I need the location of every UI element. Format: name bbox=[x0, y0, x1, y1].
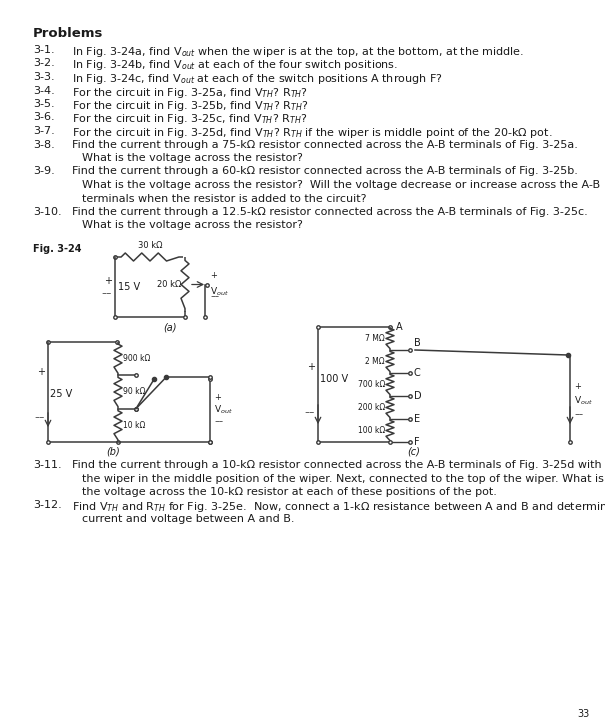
Text: V$_{out}$: V$_{out}$ bbox=[214, 403, 233, 416]
Text: −−: −− bbox=[210, 294, 219, 299]
Text: −−: −− bbox=[574, 411, 583, 416]
Text: What is the voltage across the resistor?  Will the voltage decrease or increase : What is the voltage across the resistor?… bbox=[82, 180, 600, 190]
Text: +: + bbox=[37, 367, 45, 377]
Text: 7 MΩ: 7 MΩ bbox=[365, 334, 385, 343]
Text: In Fig. 3-24c, find V$_{out}$ at each of the switch positions A through F?: In Fig. 3-24c, find V$_{out}$ at each of… bbox=[72, 72, 443, 86]
Text: 3-4.: 3-4. bbox=[33, 86, 54, 95]
Text: Find the current through a 12.5-kΩ resistor connected across the A-B terminals o: Find the current through a 12.5-kΩ resis… bbox=[72, 207, 587, 217]
Text: Fig. 3-24: Fig. 3-24 bbox=[33, 244, 82, 254]
Text: In Fig. 3-24b, find V$_{out}$ at each of the four switch positions.: In Fig. 3-24b, find V$_{out}$ at each of… bbox=[72, 58, 398, 73]
Text: A: A bbox=[396, 322, 402, 332]
Text: 700 kΩ: 700 kΩ bbox=[358, 380, 385, 389]
Text: −−: −− bbox=[102, 291, 112, 295]
Text: 15 V: 15 V bbox=[118, 282, 140, 292]
Text: E: E bbox=[414, 414, 420, 424]
Text: −−: −− bbox=[214, 419, 223, 424]
Text: the voltage across the 10-kΩ resistor at each of these positions of the pot.: the voltage across the 10-kΩ resistor at… bbox=[82, 487, 497, 497]
Text: Problems: Problems bbox=[33, 27, 103, 40]
Text: D: D bbox=[414, 391, 422, 401]
Text: (b): (b) bbox=[106, 447, 120, 457]
Text: 3-9.: 3-9. bbox=[33, 166, 54, 177]
Text: 25 V: 25 V bbox=[50, 389, 72, 399]
Text: 90 kΩ: 90 kΩ bbox=[123, 387, 145, 396]
Text: 3-8.: 3-8. bbox=[33, 140, 54, 150]
Text: What is the voltage across the resistor?: What is the voltage across the resistor? bbox=[82, 153, 303, 163]
Text: +: + bbox=[307, 362, 315, 372]
Text: 3-1.: 3-1. bbox=[33, 45, 54, 55]
Text: 33: 33 bbox=[578, 709, 590, 719]
Text: current and voltage between A and B.: current and voltage between A and B. bbox=[82, 514, 295, 524]
Text: For the circuit in Fig. 3-25b, find V$_{TH}$? R$_{TH}$?: For the circuit in Fig. 3-25b, find V$_{… bbox=[72, 99, 309, 113]
Text: 100 kΩ: 100 kΩ bbox=[358, 426, 385, 435]
Text: Find the current through a 75-kΩ resistor connected across the A-B terminals of : Find the current through a 75-kΩ resisto… bbox=[72, 140, 578, 150]
Text: 20 kΩ: 20 kΩ bbox=[157, 280, 181, 289]
Text: Find the current through a 60-kΩ resistor connected across the A-B terminals of : Find the current through a 60-kΩ resisto… bbox=[72, 166, 578, 177]
Text: For the circuit in Fig. 3-25c, find V$_{TH}$? R$_{TH}$?: For the circuit in Fig. 3-25c, find V$_{… bbox=[72, 113, 307, 126]
Text: 2 MΩ: 2 MΩ bbox=[365, 357, 385, 366]
Text: 30 kΩ: 30 kΩ bbox=[138, 241, 162, 250]
Text: −−: −− bbox=[304, 409, 315, 414]
Text: 200 kΩ: 200 kΩ bbox=[358, 403, 385, 412]
Text: 3-3.: 3-3. bbox=[33, 72, 54, 82]
Text: terminals when the resistor is added to the circuit?: terminals when the resistor is added to … bbox=[82, 193, 367, 204]
Text: What is the voltage across the resistor?: What is the voltage across the resistor? bbox=[82, 220, 303, 230]
Text: B: B bbox=[414, 338, 420, 348]
Text: −−: −− bbox=[34, 414, 45, 419]
Text: In Fig. 3-24a, find V$_{out}$ when the wiper is at the top, at the bottom, at th: In Fig. 3-24a, find V$_{out}$ when the w… bbox=[72, 45, 524, 59]
Text: 3-7.: 3-7. bbox=[33, 126, 54, 136]
Text: For the circuit in Fig. 3-25a, find V$_{TH}$? R$_{TH}$?: For the circuit in Fig. 3-25a, find V$_{… bbox=[72, 86, 308, 100]
Text: 3-10.: 3-10. bbox=[33, 207, 62, 217]
Text: V$_{out}$: V$_{out}$ bbox=[210, 286, 229, 298]
Text: +: + bbox=[214, 393, 221, 401]
Text: 3-2.: 3-2. bbox=[33, 58, 54, 68]
Text: V$_{out}$: V$_{out}$ bbox=[574, 395, 593, 407]
Text: Find V$_{TH}$ and R$_{TH}$ for Fig. 3-25e.  Now, connect a 1-kΩ resistance betwe: Find V$_{TH}$ and R$_{TH}$ for Fig. 3-25… bbox=[72, 500, 605, 515]
Text: the wiper in the middle position of the wiper. Next, connected to the top of the: the wiper in the middle position of the … bbox=[82, 473, 604, 483]
Text: 10 kΩ: 10 kΩ bbox=[123, 421, 145, 430]
Text: For the circuit in Fig. 3-25d, find V$_{TH}$? R$_{TH}$ if the wiper is middle po: For the circuit in Fig. 3-25d, find V$_{… bbox=[72, 126, 552, 140]
Text: 900 kΩ: 900 kΩ bbox=[123, 354, 151, 364]
Text: (c): (c) bbox=[408, 447, 420, 457]
Text: Find the current through a 10-kΩ resistor connected across the A-B terminals of : Find the current through a 10-kΩ resisto… bbox=[72, 460, 601, 470]
Text: 3-11.: 3-11. bbox=[33, 460, 62, 470]
Text: 3-5.: 3-5. bbox=[33, 99, 54, 109]
Text: (a): (a) bbox=[163, 322, 177, 332]
Text: 3-6.: 3-6. bbox=[33, 113, 54, 123]
Text: 3-12.: 3-12. bbox=[33, 500, 62, 510]
Text: +: + bbox=[574, 382, 581, 391]
Text: F: F bbox=[414, 437, 420, 447]
Text: 100 V: 100 V bbox=[320, 374, 348, 385]
Text: C: C bbox=[414, 368, 420, 378]
Text: +: + bbox=[210, 271, 217, 281]
Text: +: + bbox=[104, 276, 112, 286]
